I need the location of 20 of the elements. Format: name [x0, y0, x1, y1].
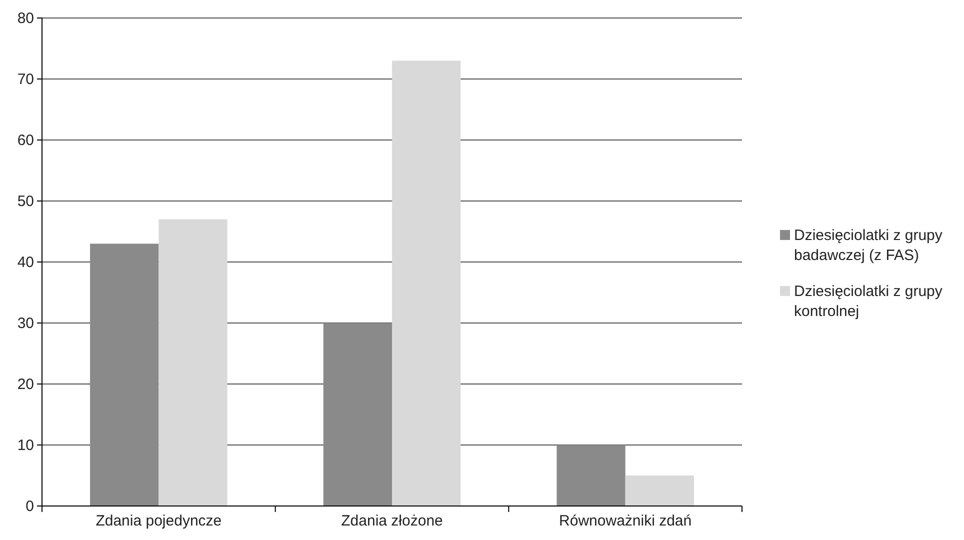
bar — [625, 476, 694, 506]
bar — [556, 445, 626, 506]
x-tick-label: Zdania pojedyncze — [96, 512, 222, 530]
x-tick-label: Zdania złożone — [341, 512, 443, 530]
y-tick-label: 40 — [17, 254, 34, 271]
legend-label: Dziesięciolatki z grupy kontrolnej — [794, 283, 943, 320]
bar — [90, 244, 159, 506]
y-tick-label: 70 — [17, 70, 34, 88]
y-tick-label: 30 — [17, 314, 34, 332]
bar — [158, 219, 228, 506]
y-tick-label: 80 — [17, 10, 34, 27]
y-tick-label: 20 — [17, 376, 34, 393]
y-tick-label: 50 — [17, 192, 34, 210]
y-tick-label: 60 — [17, 132, 34, 149]
bar — [392, 60, 461, 506]
x-tick-label: Równoważniki zdań — [559, 512, 692, 530]
y-tick-label: 10 — [17, 436, 34, 454]
legend-label: Dziesięciolatki z grupy badawczej (z FAS) — [794, 227, 943, 264]
bar — [323, 323, 392, 506]
y-tick-label: 0 — [26, 498, 34, 515]
